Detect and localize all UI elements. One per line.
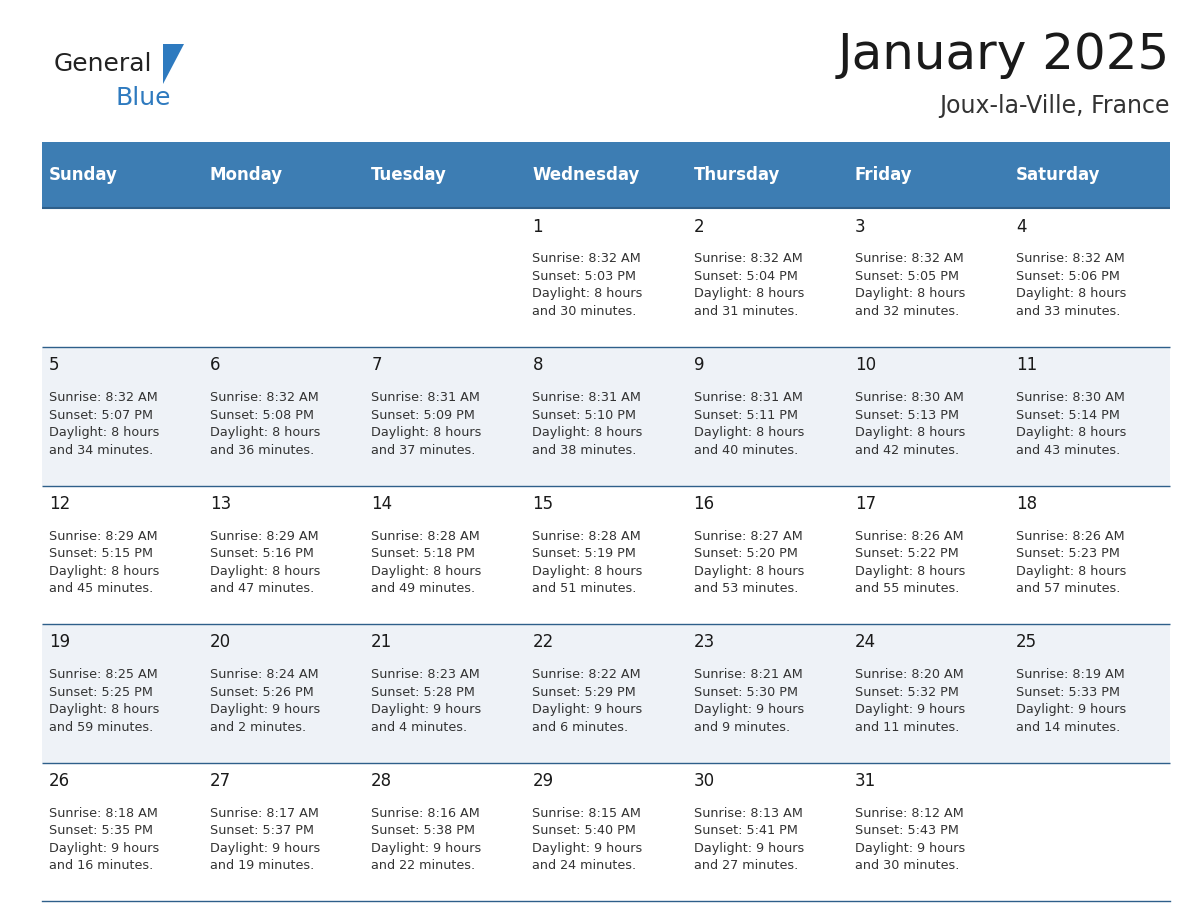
Text: 5: 5 — [49, 356, 59, 375]
Text: Sunrise: 8:21 AM
Sunset: 5:30 PM
Daylight: 9 hours
and 9 minutes.: Sunrise: 8:21 AM Sunset: 5:30 PM Dayligh… — [694, 668, 804, 733]
Text: 11: 11 — [1016, 356, 1037, 375]
Text: 7: 7 — [371, 356, 381, 375]
Text: Sunrise: 8:31 AM
Sunset: 5:11 PM
Daylight: 8 hours
and 40 minutes.: Sunrise: 8:31 AM Sunset: 5:11 PM Dayligh… — [694, 391, 804, 456]
Text: Sunrise: 8:32 AM
Sunset: 5:04 PM
Daylight: 8 hours
and 31 minutes.: Sunrise: 8:32 AM Sunset: 5:04 PM Dayligh… — [694, 252, 804, 318]
Text: 20: 20 — [210, 633, 230, 652]
Text: 4: 4 — [1016, 218, 1026, 236]
Text: Sunrise: 8:15 AM
Sunset: 5:40 PM
Daylight: 9 hours
and 24 minutes.: Sunrise: 8:15 AM Sunset: 5:40 PM Dayligh… — [532, 807, 643, 872]
Text: Sunrise: 8:29 AM
Sunset: 5:15 PM
Daylight: 8 hours
and 45 minutes.: Sunrise: 8:29 AM Sunset: 5:15 PM Dayligh… — [49, 530, 159, 595]
Text: 1: 1 — [532, 218, 543, 236]
Text: 9: 9 — [694, 356, 704, 375]
Text: Sunrise: 8:26 AM
Sunset: 5:23 PM
Daylight: 8 hours
and 57 minutes.: Sunrise: 8:26 AM Sunset: 5:23 PM Dayligh… — [1016, 530, 1126, 595]
Text: 17: 17 — [855, 495, 876, 513]
Text: 27: 27 — [210, 772, 230, 790]
Text: Joux-la-Ville, France: Joux-la-Ville, France — [940, 94, 1170, 118]
Text: 6: 6 — [210, 356, 221, 375]
Bar — [42, 624, 1170, 763]
Text: 10: 10 — [855, 356, 876, 375]
Text: 12: 12 — [49, 495, 70, 513]
Text: Sunrise: 8:24 AM
Sunset: 5:26 PM
Daylight: 9 hours
and 2 minutes.: Sunrise: 8:24 AM Sunset: 5:26 PM Dayligh… — [210, 668, 321, 733]
Text: Tuesday: Tuesday — [371, 166, 447, 185]
Text: 30: 30 — [694, 772, 715, 790]
Text: Sunrise: 8:32 AM
Sunset: 5:07 PM
Daylight: 8 hours
and 34 minutes.: Sunrise: 8:32 AM Sunset: 5:07 PM Dayligh… — [49, 391, 159, 456]
Text: 31: 31 — [855, 772, 876, 790]
Text: Sunrise: 8:19 AM
Sunset: 5:33 PM
Daylight: 9 hours
and 14 minutes.: Sunrise: 8:19 AM Sunset: 5:33 PM Dayligh… — [1016, 668, 1126, 733]
Text: Sunrise: 8:27 AM
Sunset: 5:20 PM
Daylight: 8 hours
and 53 minutes.: Sunrise: 8:27 AM Sunset: 5:20 PM Dayligh… — [694, 530, 804, 595]
Text: January 2025: January 2025 — [838, 31, 1170, 79]
Text: Sunrise: 8:22 AM
Sunset: 5:29 PM
Daylight: 9 hours
and 6 minutes.: Sunrise: 8:22 AM Sunset: 5:29 PM Dayligh… — [532, 668, 643, 733]
Bar — [42, 347, 1170, 486]
Text: 24: 24 — [855, 633, 876, 652]
Text: Monday: Monday — [210, 166, 283, 185]
Text: Sunrise: 8:30 AM
Sunset: 5:13 PM
Daylight: 8 hours
and 42 minutes.: Sunrise: 8:30 AM Sunset: 5:13 PM Dayligh… — [855, 391, 965, 456]
Text: 22: 22 — [532, 633, 554, 652]
Text: 16: 16 — [694, 495, 715, 513]
Text: 2: 2 — [694, 218, 704, 236]
Text: Wednesday: Wednesday — [532, 166, 640, 185]
Text: Sunrise: 8:28 AM
Sunset: 5:18 PM
Daylight: 8 hours
and 49 minutes.: Sunrise: 8:28 AM Sunset: 5:18 PM Dayligh… — [371, 530, 481, 595]
Text: Sunrise: 8:32 AM
Sunset: 5:05 PM
Daylight: 8 hours
and 32 minutes.: Sunrise: 8:32 AM Sunset: 5:05 PM Dayligh… — [855, 252, 965, 318]
Text: Sunrise: 8:18 AM
Sunset: 5:35 PM
Daylight: 9 hours
and 16 minutes.: Sunrise: 8:18 AM Sunset: 5:35 PM Dayligh… — [49, 807, 159, 872]
Text: 15: 15 — [532, 495, 554, 513]
Text: Sunrise: 8:17 AM
Sunset: 5:37 PM
Daylight: 9 hours
and 19 minutes.: Sunrise: 8:17 AM Sunset: 5:37 PM Dayligh… — [210, 807, 321, 872]
Text: Sunrise: 8:13 AM
Sunset: 5:41 PM
Daylight: 9 hours
and 27 minutes.: Sunrise: 8:13 AM Sunset: 5:41 PM Dayligh… — [694, 807, 804, 872]
Text: General: General — [53, 52, 152, 76]
Text: Sunrise: 8:20 AM
Sunset: 5:32 PM
Daylight: 9 hours
and 11 minutes.: Sunrise: 8:20 AM Sunset: 5:32 PM Dayligh… — [855, 668, 965, 733]
Text: Sunrise: 8:23 AM
Sunset: 5:28 PM
Daylight: 9 hours
and 4 minutes.: Sunrise: 8:23 AM Sunset: 5:28 PM Dayligh… — [371, 668, 481, 733]
Text: 14: 14 — [371, 495, 392, 513]
Text: 25: 25 — [1016, 633, 1037, 652]
Text: 3: 3 — [855, 218, 866, 236]
Bar — [42, 208, 1170, 347]
Text: Sunrise: 8:31 AM
Sunset: 5:09 PM
Daylight: 8 hours
and 37 minutes.: Sunrise: 8:31 AM Sunset: 5:09 PM Dayligh… — [371, 391, 481, 456]
Text: Sunrise: 8:25 AM
Sunset: 5:25 PM
Daylight: 8 hours
and 59 minutes.: Sunrise: 8:25 AM Sunset: 5:25 PM Dayligh… — [49, 668, 159, 733]
Polygon shape — [163, 44, 184, 84]
Text: Sunrise: 8:32 AM
Sunset: 5:08 PM
Daylight: 8 hours
and 36 minutes.: Sunrise: 8:32 AM Sunset: 5:08 PM Dayligh… — [210, 391, 321, 456]
Bar — [42, 486, 1170, 624]
Text: Sunrise: 8:26 AM
Sunset: 5:22 PM
Daylight: 8 hours
and 55 minutes.: Sunrise: 8:26 AM Sunset: 5:22 PM Dayligh… — [855, 530, 965, 595]
Bar — [42, 142, 1170, 208]
Text: Sunrise: 8:29 AM
Sunset: 5:16 PM
Daylight: 8 hours
and 47 minutes.: Sunrise: 8:29 AM Sunset: 5:16 PM Dayligh… — [210, 530, 321, 595]
Bar — [42, 763, 1170, 901]
Text: Friday: Friday — [855, 166, 912, 185]
Text: Sunday: Sunday — [49, 166, 118, 185]
Text: Blue: Blue — [115, 86, 171, 110]
Text: 23: 23 — [694, 633, 715, 652]
Text: 13: 13 — [210, 495, 232, 513]
Text: 26: 26 — [49, 772, 70, 790]
Text: 29: 29 — [532, 772, 554, 790]
Text: Sunrise: 8:30 AM
Sunset: 5:14 PM
Daylight: 8 hours
and 43 minutes.: Sunrise: 8:30 AM Sunset: 5:14 PM Dayligh… — [1016, 391, 1126, 456]
Text: 28: 28 — [371, 772, 392, 790]
Text: Saturday: Saturday — [1016, 166, 1100, 185]
Text: 19: 19 — [49, 633, 70, 652]
Text: Sunrise: 8:12 AM
Sunset: 5:43 PM
Daylight: 9 hours
and 30 minutes.: Sunrise: 8:12 AM Sunset: 5:43 PM Dayligh… — [855, 807, 965, 872]
Text: Sunrise: 8:32 AM
Sunset: 5:06 PM
Daylight: 8 hours
and 33 minutes.: Sunrise: 8:32 AM Sunset: 5:06 PM Dayligh… — [1016, 252, 1126, 318]
Text: Sunrise: 8:28 AM
Sunset: 5:19 PM
Daylight: 8 hours
and 51 minutes.: Sunrise: 8:28 AM Sunset: 5:19 PM Dayligh… — [532, 530, 643, 595]
Text: Thursday: Thursday — [694, 166, 781, 185]
Text: Sunrise: 8:31 AM
Sunset: 5:10 PM
Daylight: 8 hours
and 38 minutes.: Sunrise: 8:31 AM Sunset: 5:10 PM Dayligh… — [532, 391, 643, 456]
Text: 21: 21 — [371, 633, 392, 652]
Text: 18: 18 — [1016, 495, 1037, 513]
Text: 8: 8 — [532, 356, 543, 375]
Text: Sunrise: 8:32 AM
Sunset: 5:03 PM
Daylight: 8 hours
and 30 minutes.: Sunrise: 8:32 AM Sunset: 5:03 PM Dayligh… — [532, 252, 643, 318]
Text: Sunrise: 8:16 AM
Sunset: 5:38 PM
Daylight: 9 hours
and 22 minutes.: Sunrise: 8:16 AM Sunset: 5:38 PM Dayligh… — [371, 807, 481, 872]
